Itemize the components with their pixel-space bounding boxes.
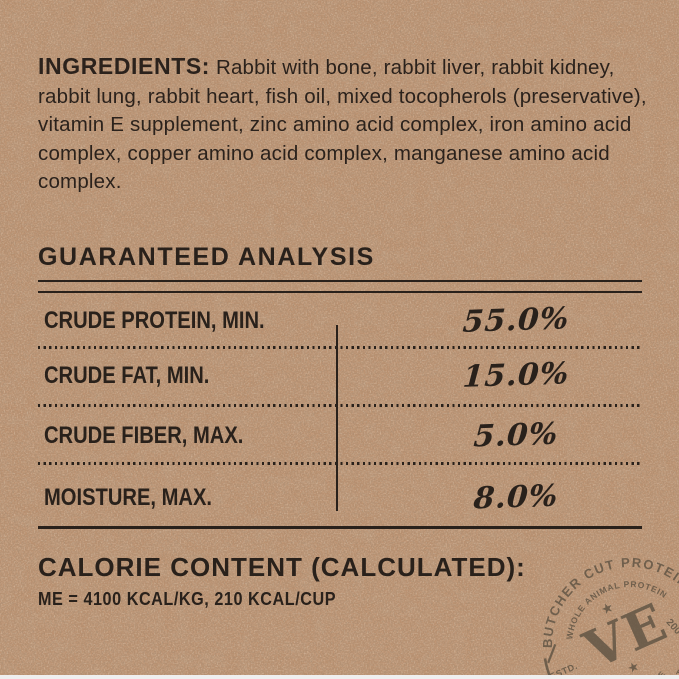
dotted-separator — [38, 404, 642, 407]
dotted-separator — [38, 462, 642, 465]
analysis-row-value: 8.0% — [472, 478, 560, 517]
table-vertical-divider — [336, 325, 338, 511]
table-row: MOISTURE, MAX. 8.0% — [38, 478, 642, 516]
guaranteed-analysis-heading: GUARANTEED ANALYSIS — [38, 243, 375, 271]
dotted-separator — [38, 346, 642, 349]
table-row: CRUDE FIBER, MAX. 5.0% — [38, 416, 642, 454]
ingredients-section: INGREDIENTS: Rabbit with bone, rabbit li… — [38, 52, 650, 197]
analysis-row-label: CRUDE FIBER, MAX. — [44, 422, 244, 449]
analysis-row-value: 5.0% — [472, 416, 560, 455]
analysis-row-label: CRUDE PROTEIN, MIN. — [44, 307, 265, 334]
analysis-row-label: CRUDE FAT, MIN. — [44, 362, 210, 389]
double-rule-divider — [38, 280, 642, 293]
bottom-edge-strip — [0, 675, 679, 679]
table-row: CRUDE PROTEIN, MIN. 55.0% — [38, 301, 642, 340]
analysis-row-value: 15.0% — [461, 356, 571, 395]
analysis-row-label: MOISTURE, MAX. — [44, 484, 213, 511]
ingredients-heading: INGREDIENTS: — [38, 53, 211, 79]
calorie-content-heading: CALORIE CONTENT (CALCULATED): — [38, 552, 526, 582]
analysis-row-value: 55.0% — [461, 301, 571, 340]
calorie-content-value: ME = 4100 KCAL/KG, 210 KCAL/CUP — [38, 589, 337, 609]
table-row: CRUDE FAT, MIN. 15.0% — [38, 356, 642, 395]
single-rule-divider — [38, 526, 642, 529]
